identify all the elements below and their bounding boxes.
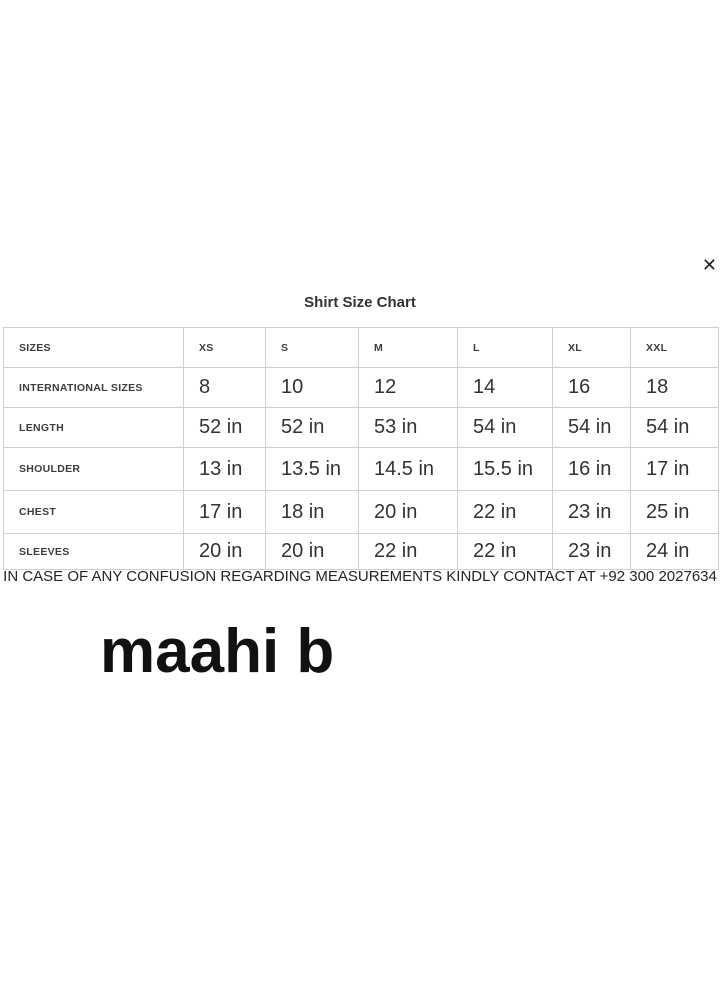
size-cell: 54 in [630, 407, 719, 448]
size-cell: 22 in [457, 490, 553, 534]
size-cell: 23 in [552, 490, 631, 534]
size-cell: 18 in [265, 490, 359, 534]
table-row-shoulder: SHOULDER 13 in 13.5 in 14.5 in 15.5 in 1… [3, 447, 719, 491]
size-cell: 54 in [552, 407, 631, 448]
size-cell: 22 in [457, 533, 553, 570]
size-cell: 23 in [552, 533, 631, 570]
column-header-sizes: SIZES [3, 327, 184, 368]
table-row-chest: CHEST 17 in 18 in 20 in 22 in 23 in 25 i… [3, 490, 719, 534]
size-cell: 52 in [265, 407, 359, 448]
column-header-xs: XS [183, 327, 266, 368]
size-cell: 17 in [183, 490, 266, 534]
size-cell: 20 in [265, 533, 359, 570]
column-header-l: L [457, 327, 553, 368]
size-cell: 16 in [552, 447, 631, 491]
size-cell: 10 [265, 367, 359, 408]
size-chart-table: SIZES XS S M L XL XXL INTERNATIONAL SIZE… [3, 327, 719, 570]
table-row-length: LENGTH 52 in 52 in 53 in 54 in 54 in 54 … [3, 407, 719, 448]
size-cell: 20 in [358, 490, 458, 534]
size-cell: 14.5 in [358, 447, 458, 491]
size-cell: 14 [457, 367, 553, 408]
table-row-international-sizes: INTERNATIONAL SIZES 8 10 12 14 16 18 [3, 367, 719, 408]
disclaimer-text: IN CASE OF ANY CONFUSION REGARDING MEASU… [3, 568, 717, 585]
size-cell: 20 in [183, 533, 266, 570]
size-cell: 16 [552, 367, 631, 408]
size-cell: 54 in [457, 407, 553, 448]
column-header-s: S [265, 327, 359, 368]
table-row-sleeves: SLEEVES 20 in 20 in 22 in 22 in 23 in 24… [3, 533, 719, 570]
row-label: CHEST [3, 490, 184, 534]
close-icon: ✕ [701, 255, 717, 275]
row-label: LENGTH [3, 407, 184, 448]
size-cell: 12 [358, 367, 458, 408]
close-button[interactable]: ✕ [699, 254, 720, 276]
size-cell: 24 in [630, 533, 719, 570]
column-header-xl: XL [552, 327, 631, 368]
size-cell: 15.5 in [457, 447, 553, 491]
size-cell: 13 in [183, 447, 266, 491]
header-row: SIZES XS S M L XL XXL [3, 327, 719, 368]
size-cell: 53 in [358, 407, 458, 448]
column-header-m: M [358, 327, 458, 368]
size-cell: 52 in [183, 407, 266, 448]
size-cell: 8 [183, 367, 266, 408]
size-cell: 17 in [630, 447, 719, 491]
size-cell: 22 in [358, 533, 458, 570]
column-header-xxl: XXL [630, 327, 719, 368]
row-label: SHOULDER [3, 447, 184, 491]
size-cell: 13.5 in [265, 447, 359, 491]
row-label: INTERNATIONAL SIZES [3, 367, 184, 408]
row-label: SLEEVES [3, 533, 184, 570]
size-chart-title: Shirt Size Chart [304, 294, 416, 311]
size-cell: 25 in [630, 490, 719, 534]
brand-logo: maahi b [100, 617, 335, 686]
size-cell: 18 [630, 367, 719, 408]
